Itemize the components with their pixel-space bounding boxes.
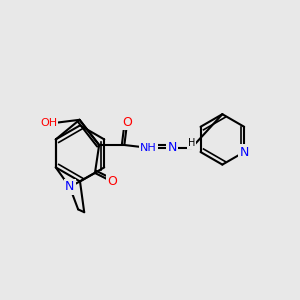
Text: NH: NH: [140, 143, 157, 153]
Text: N: N: [239, 146, 249, 158]
Text: H: H: [188, 138, 195, 148]
Text: N: N: [65, 181, 74, 194]
Text: OH: OH: [40, 118, 57, 128]
Text: N: N: [167, 141, 177, 154]
Text: O: O: [107, 175, 117, 188]
Text: O: O: [122, 116, 132, 129]
